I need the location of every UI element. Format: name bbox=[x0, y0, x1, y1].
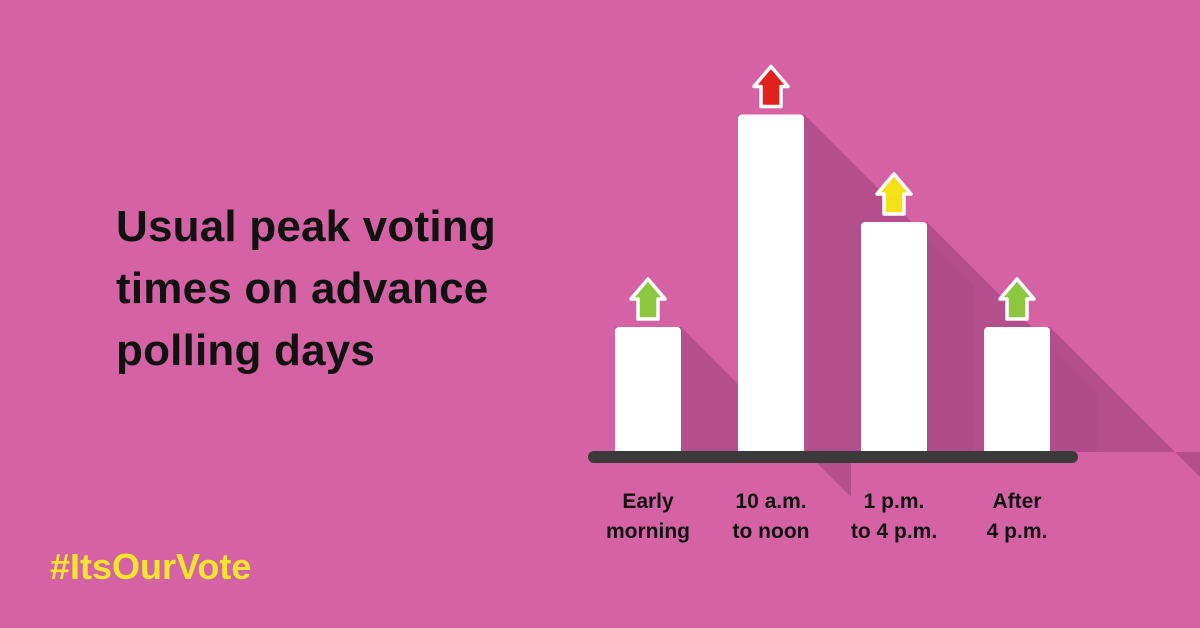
category-label-line: to 4 p.m. bbox=[851, 520, 937, 543]
bar bbox=[984, 327, 1050, 456]
category-label-line: 4 p.m. bbox=[987, 520, 1048, 543]
chart-title: Usual peak voting times on advance polli… bbox=[116, 202, 496, 375]
chart-baseline bbox=[588, 451, 1078, 463]
category-label-line: to noon bbox=[733, 520, 810, 543]
up-arrow-icon bbox=[752, 64, 790, 109]
category-label: 10 a.m. to noon bbox=[733, 490, 810, 543]
category-label: 1 p.m. to 4 p.m. bbox=[851, 490, 937, 543]
category-label-line: Early bbox=[622, 490, 674, 513]
bars bbox=[615, 114, 1050, 456]
category-label-line: morning bbox=[606, 520, 690, 543]
bar bbox=[738, 114, 804, 456]
category-label: Early morning bbox=[606, 490, 690, 543]
up-arrow-icon bbox=[998, 277, 1036, 321]
indicator-arrows bbox=[629, 64, 1036, 321]
category-label-line: 10 a.m. bbox=[735, 490, 806, 513]
category-label-line: 1 p.m. bbox=[864, 490, 925, 513]
bar bbox=[615, 327, 681, 456]
hashtag: #ItsOurVote bbox=[50, 546, 252, 587]
up-arrow-icon bbox=[629, 277, 667, 321]
bar bbox=[861, 222, 927, 456]
up-arrow-icon bbox=[875, 172, 913, 216]
category-labels: Early morning 10 a.m. to noon 1 p.m. to 4 p.m… bbox=[606, 490, 1047, 543]
category-label: After 4 p.m. bbox=[987, 490, 1048, 543]
category-label-line: After bbox=[992, 490, 1041, 513]
